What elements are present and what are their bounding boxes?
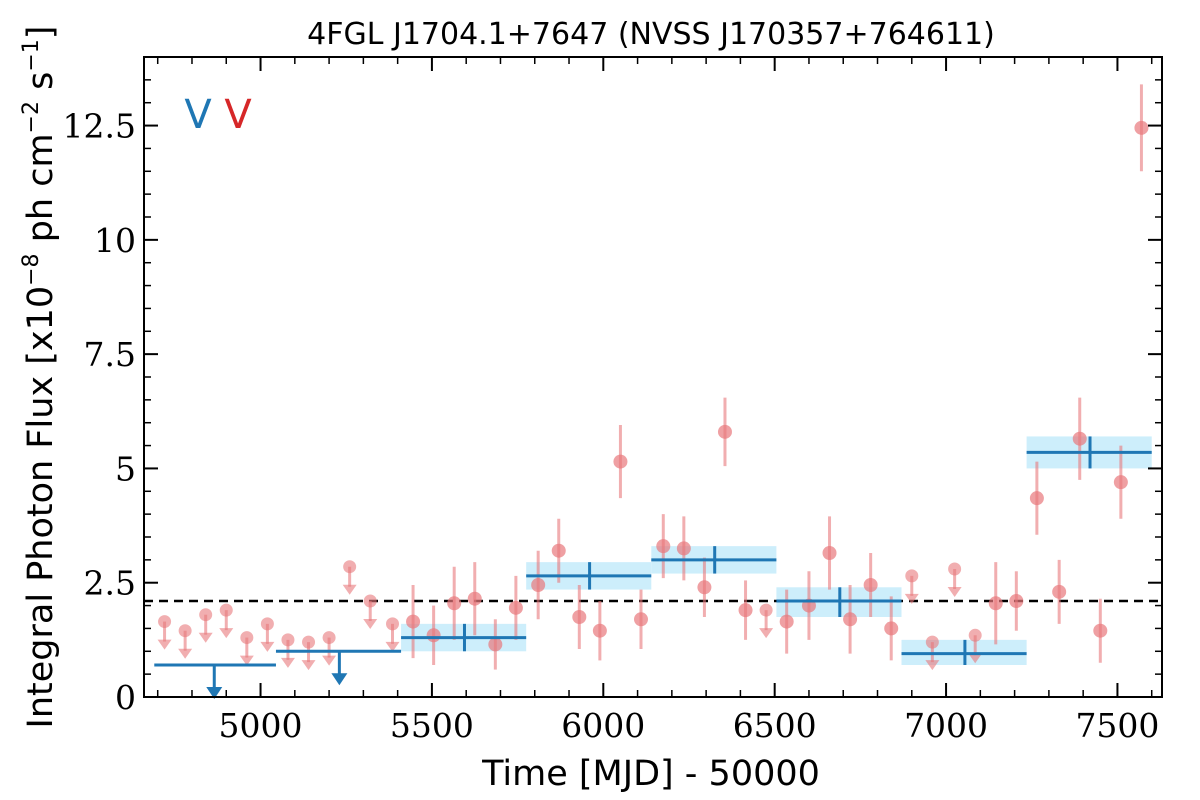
upper-limit-arrow (342, 584, 357, 595)
detection-point (738, 603, 753, 618)
upper-limit-arrow (219, 628, 234, 639)
detection-point (508, 600, 523, 615)
detection-point (843, 612, 858, 627)
detection-point (488, 637, 503, 652)
upper-limit-arrow (968, 653, 983, 664)
detection-point (863, 578, 878, 592)
detection-point (717, 424, 732, 439)
upper-limit-arrow (385, 641, 400, 652)
detection-point (613, 454, 628, 469)
y-axis-label-mid: ph cm (21, 133, 61, 253)
long-limit-arrow (331, 673, 348, 686)
detection-point (406, 614, 421, 629)
upper-limit-arrow (947, 587, 962, 597)
axis-ticks: 5000 5500 6000 6500 7000 7500 0 2.5 5 7.5 10 12.5 (63, 57, 1162, 745)
y-tick-label: 0 (115, 678, 136, 717)
x-tick-label: 7500 (1075, 706, 1159, 745)
upper-limit-arrow (239, 655, 254, 666)
detection-point (467, 591, 482, 606)
detection-point (1009, 594, 1024, 608)
detection-point (551, 543, 566, 558)
upper-limit-arrow (904, 593, 919, 604)
detection-point (1072, 431, 1087, 446)
detection-point (1134, 120, 1149, 135)
y-axis-label-mid2: s (21, 72, 61, 101)
detection-point (822, 546, 837, 560)
detection-point (1113, 475, 1128, 490)
detection-point (676, 541, 691, 556)
upper-limit-arrow (301, 660, 316, 671)
y-axis-label-end: ] (21, 26, 61, 40)
upper-limit-arrow (280, 657, 295, 668)
upper-limit-arrow (260, 641, 275, 652)
y-tick-label: 2.5 (84, 564, 136, 603)
detection-point (634, 612, 649, 627)
y-axis-label-exp2: −2 (19, 101, 44, 133)
long-limit-arrow (206, 687, 223, 699)
detection-point (592, 623, 607, 638)
y-axis-label-exp3: −1 (19, 39, 44, 71)
upper-limit-arrow (178, 648, 193, 659)
detection-point (884, 621, 899, 636)
chart-title: 4FGL J1704.1+7647 (NVSS J170357+764611) (307, 17, 995, 52)
detection-point (426, 628, 441, 643)
detection-point (531, 578, 546, 592)
detection-point (1052, 584, 1067, 599)
detection-point (1093, 623, 1108, 638)
flare-markers: V V (184, 92, 252, 138)
blue-v-marker: V (184, 92, 212, 138)
detection-point (572, 610, 587, 624)
upper-limit-arrow (925, 660, 940, 671)
y-tick-label: 12.5 (63, 107, 136, 146)
x-tick-label: 6500 (733, 706, 817, 745)
y-axis-label-exp1: −8 (19, 253, 44, 285)
red-v-marker: V (224, 92, 252, 138)
y-axis-label-main: Integral Photon Flux [x10 (21, 286, 61, 729)
detection-point (656, 539, 671, 554)
y-axis-label: Integral Photon Flux [x10−8 ph cm−2 s−1] (19, 26, 61, 729)
upper-limit-arrow (157, 639, 172, 650)
x-tick-label: 7000 (904, 706, 988, 745)
detection-point (697, 580, 712, 595)
detection-point (988, 596, 1003, 611)
upper-limit-arrow (198, 632, 213, 643)
detection-point (447, 596, 462, 611)
upper-limit-arrow (363, 619, 378, 629)
plot-area (144, 84, 1162, 699)
x-tick-label: 5500 (390, 706, 474, 745)
upper-limit-arrow (322, 655, 337, 666)
upper-limit-arrow (759, 628, 774, 639)
y-tick-label: 7.5 (84, 335, 136, 374)
y-tick-label: 10 (94, 221, 136, 260)
detection-point (779, 614, 794, 629)
y-tick-label: 5 (115, 449, 136, 488)
detection-point (1029, 491, 1044, 506)
x-tick-label: 5000 (219, 706, 303, 745)
x-tick-label: 6000 (561, 706, 645, 745)
x-axis-label: Time [MJD] - 50000 (481, 754, 820, 794)
